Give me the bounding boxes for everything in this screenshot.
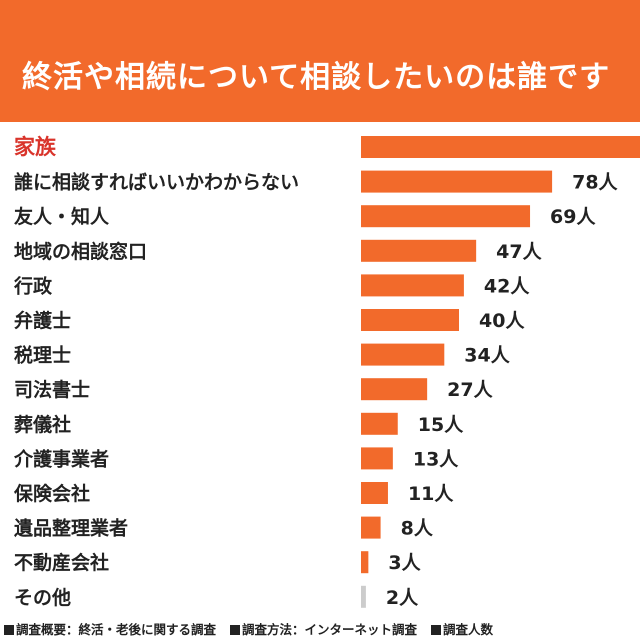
bar bbox=[361, 412, 398, 435]
bar bbox=[361, 516, 381, 539]
bar bbox=[361, 551, 369, 574]
category-label: 遺品整理業者 bbox=[14, 517, 128, 540]
footer-survey-method: 調査方法：インターネット調査 bbox=[230, 622, 417, 637]
bar bbox=[361, 170, 553, 193]
category-label: 司法書士 bbox=[14, 378, 90, 401]
value-label: 78人 bbox=[572, 172, 618, 194]
footer-survey-overview: 調査概要：終活・老後に関する調査 bbox=[4, 622, 216, 637]
bar bbox=[361, 447, 393, 470]
value-label: 11人 bbox=[408, 483, 454, 505]
value-label: 13人 bbox=[413, 448, 459, 470]
bar bbox=[361, 343, 445, 366]
chart-title: 終活や相続について相談したいのは誰です bbox=[22, 60, 611, 95]
category-label: 誰に相談すればいいかわからない bbox=[14, 171, 299, 194]
chart-footer: 調査概要：終活・老後に関する調査 調査方法：インターネット調査 調査人数 bbox=[4, 619, 640, 638]
category-label: 地域の相談窓口 bbox=[14, 240, 147, 263]
bar bbox=[361, 136, 640, 158]
bar bbox=[361, 274, 464, 297]
value-label: 34人 bbox=[464, 345, 510, 367]
category-label: 家族 bbox=[14, 135, 57, 159]
bar bbox=[361, 239, 477, 262]
footer-survey-count: 調査人数 bbox=[431, 622, 493, 637]
category-label: 不動産会社 bbox=[14, 551, 109, 574]
value-label: 27人 bbox=[447, 379, 493, 401]
category-label: 介護事業者 bbox=[13, 447, 109, 470]
value-label: 47人 bbox=[496, 241, 542, 263]
category-label: 弁護士 bbox=[14, 309, 71, 332]
bar bbox=[361, 482, 388, 504]
bar bbox=[361, 205, 531, 228]
category-label: 友人・知人 bbox=[14, 205, 110, 228]
category-label: 税理士 bbox=[14, 344, 71, 367]
bar bbox=[361, 309, 459, 331]
category-label: 葬儀社 bbox=[14, 413, 71, 436]
value-label: 8人 bbox=[401, 518, 434, 540]
chart-header: 終活や相続について相談したいのは誰です bbox=[0, 0, 640, 122]
value-label: 15人 bbox=[418, 414, 464, 436]
bar bbox=[361, 585, 366, 608]
category-label: 保険会社 bbox=[13, 482, 90, 505]
value-label: 2人 bbox=[386, 587, 419, 609]
category-label: その他 bbox=[14, 586, 71, 609]
bar bbox=[361, 378, 428, 401]
category-label: 行政 bbox=[13, 274, 53, 297]
value-label: 40人 bbox=[479, 310, 525, 332]
value-label: 69人 bbox=[550, 206, 596, 228]
value-label: 42人 bbox=[484, 275, 530, 297]
value-label: 3人 bbox=[388, 552, 421, 574]
